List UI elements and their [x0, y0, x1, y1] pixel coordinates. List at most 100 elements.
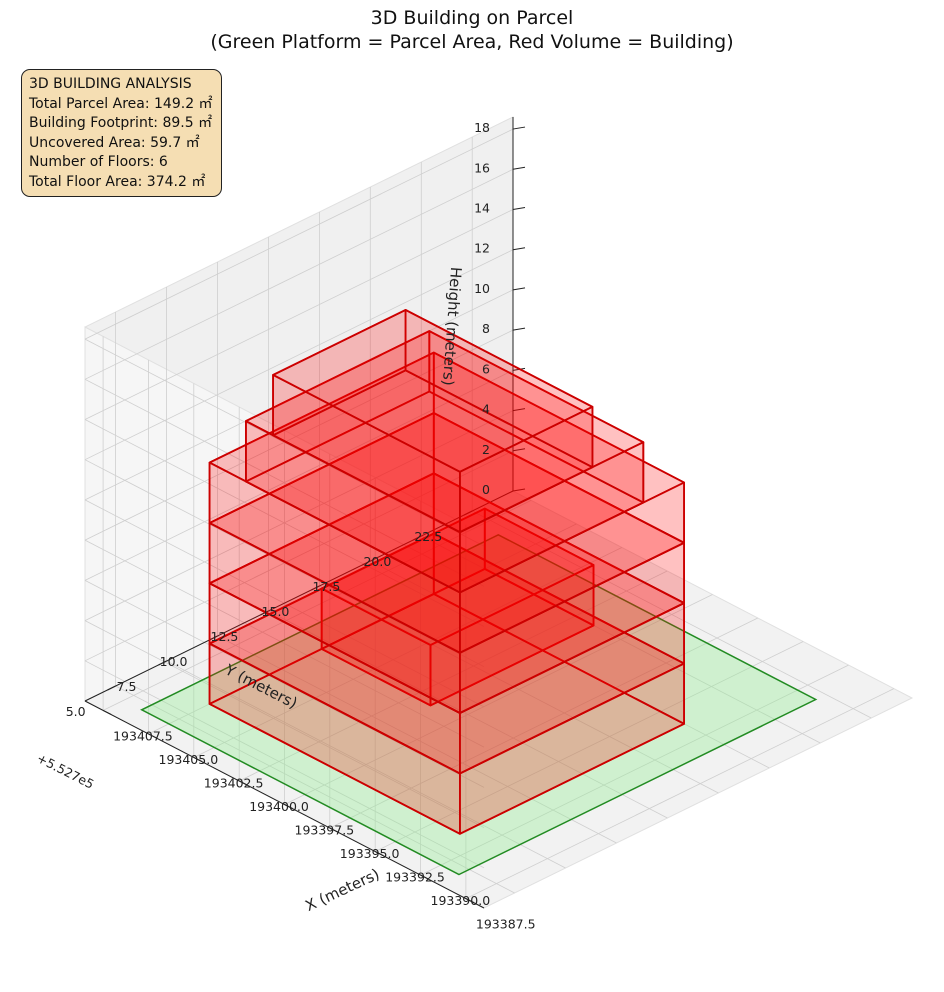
grid-line-z	[84, 419, 485, 627]
grid-line-z	[84, 410, 514, 621]
grid-line-y	[115, 685, 515, 894]
x-tick-mark	[465, 898, 475, 904]
z-tick-mark	[512, 126, 526, 130]
z-tick-mark	[512, 207, 526, 210]
z-tick-mark	[512, 448, 526, 452]
grid-line-x	[329, 617, 758, 829]
z-tick-label: 18	[474, 120, 490, 135]
x-tick-mark	[374, 851, 384, 856]
grid-line-z	[84, 580, 485, 788]
grid-line-z	[84, 370, 514, 581]
y-tick-mark	[209, 635, 218, 641]
z-tick-mark	[512, 408, 526, 412]
x-tick-label: 193390.0	[431, 893, 491, 908]
z-tick-label: 16	[474, 160, 490, 175]
grid-line-x	[284, 594, 713, 805]
info-heading: 3D BUILDING ANALYSIS	[29, 76, 192, 92]
grid-line-y	[268, 610, 668, 819]
y-tick-mark	[107, 685, 116, 691]
grid-line-z	[84, 128, 514, 340]
building-block	[208, 472, 685, 775]
z-tick-mark	[512, 247, 526, 251]
z-tick-label: 0	[482, 482, 490, 497]
analysis-info-box: 3D BUILDING ANALYSIS Total Parcel Area: …	[21, 69, 222, 197]
x-tick-mark	[102, 709, 112, 715]
grid-line-x	[239, 570, 668, 782]
x-tick-label: 193407.5	[113, 728, 173, 743]
y-tick-mark	[413, 535, 422, 541]
x-tick-mark	[420, 874, 429, 880]
axis-lines	[84, 117, 526, 909]
x-tick-label: 193400.0	[249, 799, 309, 814]
x-tick-label: 193405.0	[159, 752, 219, 767]
z-tick-mark	[512, 287, 526, 291]
y-tick-mark	[464, 510, 473, 516]
z-tick-label: 2	[482, 442, 490, 457]
z-tick-label: 12	[474, 241, 490, 256]
grid-line-x	[375, 641, 804, 852]
chart-title: 3D Building on Parcel	[370, 7, 574, 29]
y-tick-label: 12.5	[211, 629, 239, 644]
x-axis-label: X (meters)	[302, 865, 382, 915]
x-tick-label: 193402.5	[204, 776, 264, 791]
grid-line-z	[84, 209, 514, 420]
building-block	[208, 351, 685, 654]
y-axis-line	[84, 490, 514, 702]
building-block	[320, 507, 595, 707]
building-block	[272, 308, 594, 534]
y-tick-mark	[158, 660, 167, 666]
grid-line-z	[84, 378, 485, 587]
chart-subtitle: (Green Platform = Parcel Area, Red Volum…	[210, 31, 734, 53]
grid-line-z	[84, 168, 514, 380]
z-tick-label: 10	[474, 281, 490, 296]
y-tick-mark	[362, 560, 371, 566]
x-tick-mark	[284, 804, 293, 809]
z-tick-label: 14	[474, 201, 490, 216]
y-tick-mark	[260, 610, 269, 616]
info-line-uncovered: Uncovered Area: 59.7 ㎡	[29, 134, 200, 151]
grid-line-y	[319, 585, 719, 794]
x-tick-mark	[238, 780, 248, 786]
y-tick-label: 5.0	[66, 704, 86, 719]
info-line-parcel-area: Total Parcel Area: 149.2 ㎡	[29, 95, 213, 112]
grid-line-z	[84, 660, 485, 869]
info-line-floor-area: Total Floor Area: 374.2 ㎡	[29, 173, 206, 190]
grid-line-z	[84, 539, 485, 748]
z-tick-mark	[512, 166, 526, 170]
x-tick-label: 193395.0	[340, 846, 400, 861]
z-tick-label: 6	[482, 361, 490, 376]
y-tick-label: 10.0	[160, 654, 188, 669]
building-block	[244, 330, 645, 594]
z-tick-label: 8	[482, 321, 490, 336]
info-line-floors: Number of Floors: 6	[29, 154, 168, 171]
grid-line-x	[193, 547, 622, 758]
grid-line-z	[84, 249, 514, 461]
x-tick-label: 193397.5	[295, 823, 355, 838]
y-tick-label: 17.5	[312, 579, 340, 594]
x-tick-mark	[193, 757, 203, 762]
x-tick-label: 193392.5	[385, 870, 445, 885]
x-tick-mark	[329, 827, 339, 833]
grid-line-z	[84, 620, 485, 828]
grid-line-x	[420, 664, 849, 876]
grid-line-z	[84, 450, 514, 662]
grid-line-y	[472, 510, 872, 719]
building-face	[320, 507, 595, 646]
info-line-footprint: Building Footprint: 89.5 ㎡	[29, 115, 213, 132]
z-tick-mark	[512, 327, 526, 331]
building-face	[272, 308, 594, 473]
y-offset-label: +5.527e5	[35, 750, 97, 791]
y-tick-label: 22.5	[414, 529, 442, 544]
z-tick-label: 4	[482, 402, 490, 417]
grid-line-y	[166, 660, 566, 869]
data-scene	[140, 308, 818, 876]
grid-line-z	[84, 329, 514, 541]
y-tick-label: 7.5	[117, 679, 137, 694]
grid-line-z	[84, 338, 485, 547]
y-tick-mark	[311, 585, 320, 591]
x-tick-label: 193387.5	[476, 917, 536, 932]
z-tick-mark	[512, 488, 526, 492]
x-tick-mark	[148, 733, 157, 739]
grid-line-x	[465, 688, 895, 899]
